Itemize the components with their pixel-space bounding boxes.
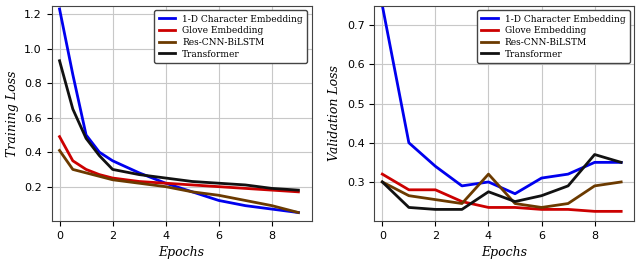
Y-axis label: Validation Loss: Validation Loss	[328, 65, 341, 161]
X-axis label: Epochs: Epochs	[481, 246, 527, 259]
X-axis label: Epochs: Epochs	[159, 246, 205, 259]
Legend: 1-D Character Embedding, Glove Embedding, Res-CNN-BiLSTM, Transformer: 1-D Character Embedding, Glove Embedding…	[154, 10, 307, 63]
Y-axis label: Training Loss: Training Loss	[6, 70, 19, 157]
Legend: 1-D Character Embedding, Glove Embedding, Res-CNN-BiLSTM, Transformer: 1-D Character Embedding, Glove Embedding…	[477, 10, 630, 63]
